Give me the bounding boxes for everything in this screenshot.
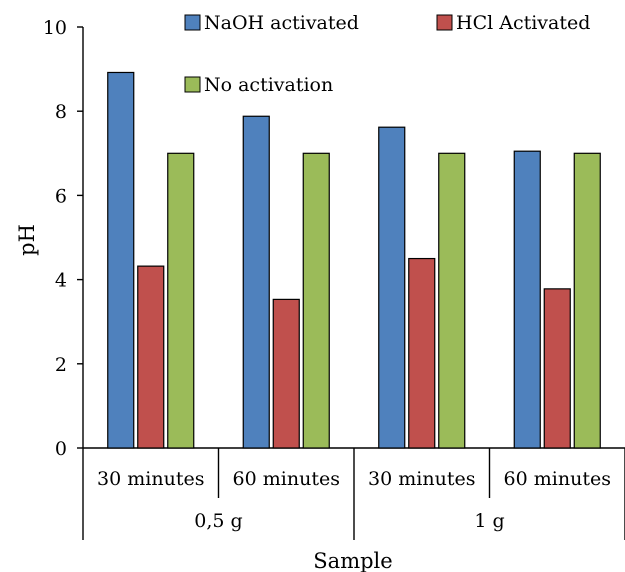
x-category-label: 30 minutes xyxy=(97,468,204,490)
legend: NaOH activated HCl Activated No activation xyxy=(184,12,590,96)
y-tick-label: 2 xyxy=(55,354,67,376)
legend-label: No activation xyxy=(204,74,333,96)
legend-label: HCl Activated xyxy=(456,12,590,34)
bar xyxy=(378,126,406,449)
bar xyxy=(272,298,300,449)
y-tick-label: 8 xyxy=(55,101,67,123)
x-group-label: 1 g xyxy=(474,510,504,532)
x-group-label: 0,5 g xyxy=(194,510,242,532)
legend-swatch xyxy=(184,14,201,31)
x-category-label: 60 minutes xyxy=(233,468,340,490)
y-tick-label: 10 xyxy=(43,17,67,39)
bar xyxy=(543,288,571,449)
bar xyxy=(302,152,330,449)
y-tick-label: 0 xyxy=(55,438,67,460)
y-tick-label: 6 xyxy=(55,185,67,207)
y-tick-label: 4 xyxy=(55,270,67,292)
x-axis-title: Sample xyxy=(313,549,392,572)
bar xyxy=(242,115,270,449)
bar xyxy=(167,152,195,449)
x-category-label: 30 minutes xyxy=(368,468,475,490)
bar xyxy=(438,152,466,449)
bars xyxy=(107,71,601,449)
x-category-label: 60 minutes xyxy=(504,468,611,490)
bar xyxy=(137,265,165,449)
bar xyxy=(573,152,601,449)
labels: pH Sample 0 2 4 6 8 10 30 minutes 60 minutes 30 … xyxy=(15,17,611,572)
legend-label: NaOH activated xyxy=(204,12,359,34)
y-axis-title: pH xyxy=(15,224,39,256)
bar xyxy=(513,150,541,449)
legend-swatch xyxy=(436,14,453,31)
bar xyxy=(408,257,436,449)
bar xyxy=(107,71,135,449)
legend-swatch xyxy=(184,76,201,93)
